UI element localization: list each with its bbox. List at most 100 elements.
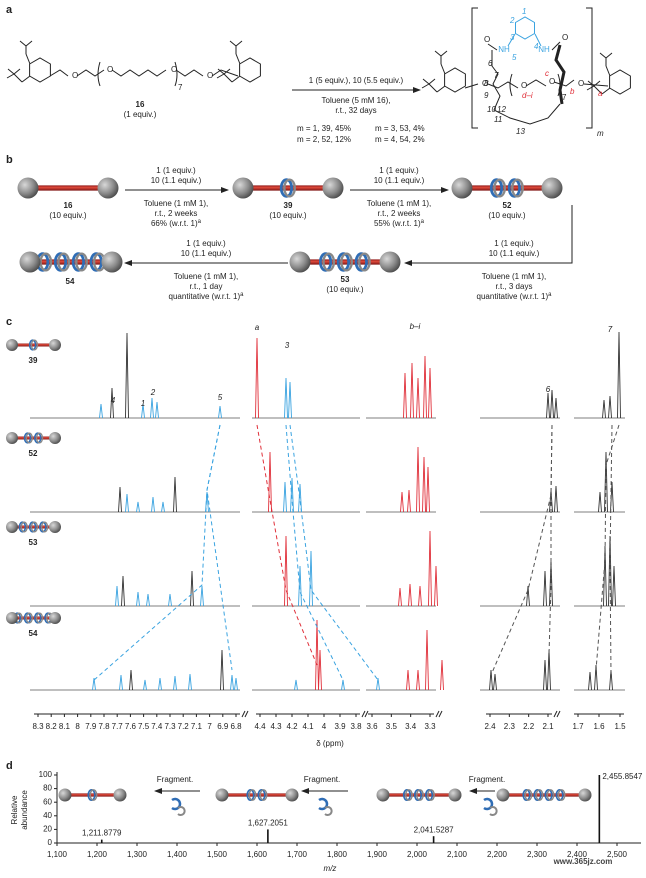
- peak: [400, 491, 404, 513]
- conditions: 10 (1.1 equiv.): [374, 176, 425, 185]
- macrocycle: [89, 789, 98, 801]
- correlation-line: [93, 424, 221, 681]
- atom: O: [107, 65, 113, 74]
- chain: [175, 69, 204, 77]
- x-tick-label: 1,200: [87, 850, 108, 859]
- macrocycle: [336, 252, 351, 272]
- axis-break: [438, 710, 443, 718]
- x-tick-label: 2,300: [527, 850, 548, 859]
- bond: [19, 40, 27, 47]
- peak: [118, 486, 122, 513]
- atom-letter: d–i: [522, 91, 533, 100]
- peak: [146, 593, 150, 607]
- peak: [151, 496, 155, 513]
- axis-break: [435, 710, 440, 718]
- x-tick-label: 4.3: [270, 722, 282, 731]
- macrocycle: [40, 521, 49, 533]
- macrocycle: [493, 178, 507, 198]
- bond: [13, 73, 23, 83]
- peak: [547, 649, 551, 691]
- fragment-icon: [483, 797, 494, 811]
- x-tick-label: 8.2: [46, 722, 58, 731]
- y-axis-label: abundance: [20, 790, 29, 830]
- peak: [423, 355, 427, 419]
- bracket: [557, 73, 561, 97]
- compound-number: 54: [29, 629, 38, 638]
- peak: [398, 587, 402, 607]
- axle: [503, 793, 585, 797]
- fragment-label: Fragment.: [304, 775, 340, 784]
- conditions: 10 (1.1 equiv.): [151, 176, 202, 185]
- footnote-mark: a: [240, 292, 244, 298]
- atom-number: 11: [494, 115, 502, 124]
- atom-number: 13: [516, 127, 525, 136]
- stopper: [451, 177, 473, 199]
- yield: m = 1, 39, 45%: [297, 124, 351, 133]
- peak: [428, 530, 432, 607]
- yield: m = 3, 53, 4%: [375, 124, 425, 133]
- peak-label: 1: [141, 399, 145, 408]
- axis-break: [364, 710, 369, 718]
- bond: [428, 78, 436, 85]
- conditions: 1 (1 equiv.): [494, 239, 534, 248]
- x-tick-label: 7.5: [138, 722, 150, 731]
- peak: [234, 677, 238, 691]
- peak: [598, 491, 602, 513]
- peak: [284, 377, 288, 419]
- peak: [617, 331, 621, 419]
- x-tick-label: 7.6: [125, 722, 137, 731]
- x-tick-label: 1,800: [327, 850, 348, 859]
- atom-number: 4: [534, 42, 539, 51]
- axle: [12, 343, 55, 347]
- x-tick-label: 3.5: [386, 722, 398, 731]
- axis-break: [556, 710, 561, 718]
- macrocycle: [30, 339, 39, 351]
- ring-chain: [554, 44, 566, 105]
- axle: [243, 185, 333, 191]
- peak: [598, 775, 601, 843]
- chain: [111, 69, 167, 77]
- atom: O: [207, 71, 213, 80]
- x-tick-label: 8: [75, 722, 80, 731]
- x-axis-label: δ (ppm): [316, 739, 344, 748]
- peak: [188, 673, 192, 691]
- stopper: [578, 788, 592, 802]
- axle: [222, 793, 292, 797]
- x-tick-label: 2.3: [504, 722, 516, 731]
- macrocycle: [20, 521, 28, 533]
- peak: [136, 591, 140, 607]
- peak: [550, 389, 554, 419]
- x-tick-label: 6.9: [217, 722, 229, 731]
- atom-number: 12: [497, 105, 506, 114]
- subscript: m: [597, 129, 604, 138]
- atom: O: [482, 79, 488, 88]
- ring-chain: [491, 50, 561, 125]
- peak: [158, 677, 162, 691]
- atom: NH: [498, 45, 510, 54]
- conditions: 1 (5 equiv.), 10 (5.5 equiv.): [309, 76, 404, 85]
- peak: [406, 669, 410, 691]
- footnote-mark: a: [421, 219, 425, 225]
- bond: [223, 68, 231, 75]
- benzene-ring: [239, 57, 261, 83]
- fragment-icon: [489, 806, 498, 816]
- atom: O: [521, 81, 527, 90]
- axle: [65, 793, 120, 797]
- peak: [298, 565, 302, 607]
- x-tick-label: 1,300: [127, 850, 148, 859]
- rotaxane-icon: [6, 432, 61, 444]
- bond: [440, 50, 448, 57]
- axis-break: [244, 710, 249, 718]
- conditions: Toluene (1 mM 1),: [174, 272, 238, 281]
- correlation-line: [609, 424, 613, 676]
- x-tick-label: 1,500: [207, 850, 228, 859]
- bond: [421, 83, 430, 89]
- rotaxane-icon: [496, 788, 592, 802]
- peak-label: a: [255, 323, 260, 332]
- peak: [416, 669, 420, 691]
- chain: [464, 83, 479, 89]
- x-tick-label: 6.8: [230, 722, 242, 731]
- correlation-line: [595, 424, 620, 671]
- macrocycle: [25, 612, 33, 624]
- bond: [534, 33, 542, 47]
